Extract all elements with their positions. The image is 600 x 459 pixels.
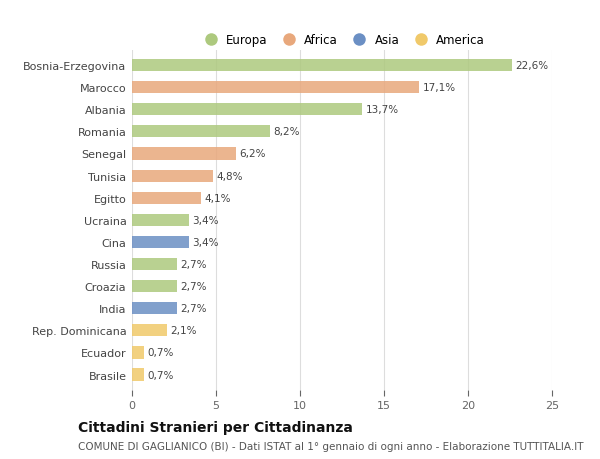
Text: 0,7%: 0,7% <box>147 369 173 380</box>
Bar <box>132 258 178 270</box>
Bar <box>132 170 212 182</box>
Text: COMUNE DI GAGLIANICO (BI) - Dati ISTAT al 1° gennaio di ogni anno - Elaborazione: COMUNE DI GAGLIANICO (BI) - Dati ISTAT a… <box>78 441 583 451</box>
Text: 2,7%: 2,7% <box>181 259 207 269</box>
Text: 3,4%: 3,4% <box>193 237 219 247</box>
Text: 2,1%: 2,1% <box>170 325 197 336</box>
Text: 3,4%: 3,4% <box>193 215 219 225</box>
Bar <box>132 126 270 138</box>
Text: 8,2%: 8,2% <box>273 127 299 137</box>
Text: 0,7%: 0,7% <box>147 347 173 358</box>
Bar <box>132 347 144 359</box>
Bar <box>132 60 512 72</box>
Text: 13,7%: 13,7% <box>365 105 398 115</box>
Text: 2,7%: 2,7% <box>181 303 207 313</box>
Bar <box>132 369 144 381</box>
Text: 2,7%: 2,7% <box>181 281 207 291</box>
Bar <box>132 148 236 160</box>
Text: 6,2%: 6,2% <box>239 149 266 159</box>
Bar <box>132 236 189 248</box>
Bar <box>132 192 201 204</box>
Legend: Europa, Africa, Asia, America: Europa, Africa, Asia, America <box>194 29 490 51</box>
Text: Cittadini Stranieri per Cittadinanza: Cittadini Stranieri per Cittadinanza <box>78 420 353 434</box>
Text: 4,1%: 4,1% <box>204 193 231 203</box>
Bar <box>132 82 419 94</box>
Bar <box>132 104 362 116</box>
Bar <box>132 214 189 226</box>
Text: 22,6%: 22,6% <box>515 61 548 71</box>
Bar <box>132 302 178 314</box>
Text: 4,8%: 4,8% <box>216 171 242 181</box>
Text: 17,1%: 17,1% <box>422 83 456 93</box>
Bar <box>132 325 167 336</box>
Bar <box>132 280 178 292</box>
